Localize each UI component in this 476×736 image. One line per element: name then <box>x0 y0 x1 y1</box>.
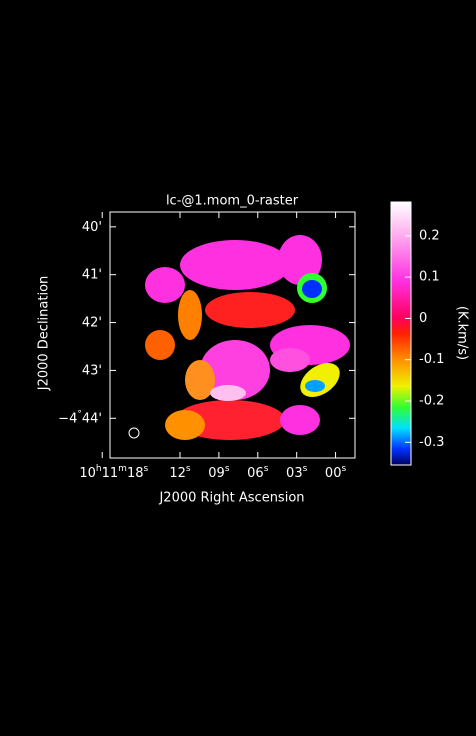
x-tick-label: 00s <box>325 464 347 481</box>
x-tick-label: 09s <box>208 464 230 481</box>
colorbar-tick-label: -0.3 <box>419 435 444 450</box>
x-tick-label: 12s <box>169 464 191 481</box>
chart-title: lc-@1.mom_0-raster <box>166 194 299 209</box>
y-axis-label: J2000 Declination <box>37 276 52 392</box>
raster <box>145 235 350 440</box>
colorbar-tick-label: -0.1 <box>419 352 444 367</box>
y-tick-label: −4°44' <box>58 409 102 426</box>
y-tick-label: 40' <box>82 219 102 234</box>
colorbar-tick-label: 0.1 <box>419 270 440 285</box>
y-tick-label: 43' <box>82 363 102 378</box>
beam <box>128 427 140 439</box>
x-axis-label: J2000 Right Ascension <box>158 491 304 506</box>
x-tick-label: 10h11m18s <box>79 464 148 481</box>
y-tick-label: 41' <box>82 267 102 282</box>
colorbar-tick-label: -0.2 <box>419 394 444 409</box>
y-tick-label: 42' <box>82 315 102 330</box>
colorbar <box>390 201 412 466</box>
x-tick-label: 06s <box>247 464 269 481</box>
x-tick-label: 03s <box>286 464 308 481</box>
colorbar-label: (K.km/s) <box>455 306 470 360</box>
frame <box>109 211 356 459</box>
colorbar-tick-label: 0.2 <box>419 228 440 243</box>
colorbar-tick-label: 0 <box>419 311 427 326</box>
